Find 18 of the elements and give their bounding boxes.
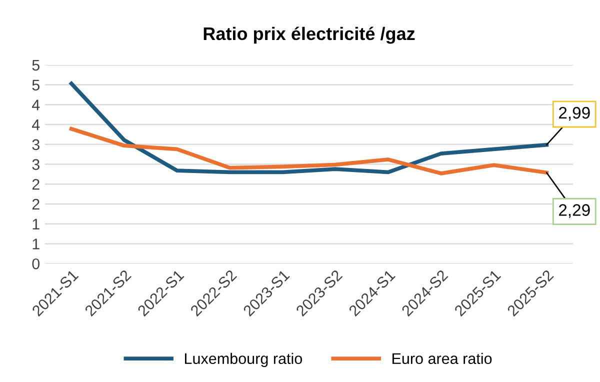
y-tick-label: 5: [32, 60, 40, 71]
y-tick-label: 2: [32, 198, 40, 210]
y-tick-label: 0: [32, 258, 40, 270]
annotation: 2,29: [559, 204, 590, 218]
y-tick-label: 3: [32, 139, 40, 150]
y-tick-label: 5: [32, 80, 40, 90]
legend-label: Luxembourg ratio: [185, 352, 302, 368]
annotation: 2,99: [559, 106, 590, 121]
y-tick-label: 4: [32, 100, 40, 110]
y-tick-label: 3: [32, 159, 40, 170]
line-series: [69, 82, 549, 174]
line-series: [69, 126, 549, 176]
y-tick-label: 1: [32, 218, 40, 230]
y-tick-label: 4: [32, 120, 40, 130]
y-tick-label: 1: [32, 238, 40, 250]
legend-label: Euro area ratio: [392, 352, 492, 364]
chart-title: Ratio prix électricité /gaz: [204, 26, 415, 44]
y-tick-label: 2: [32, 178, 40, 190]
